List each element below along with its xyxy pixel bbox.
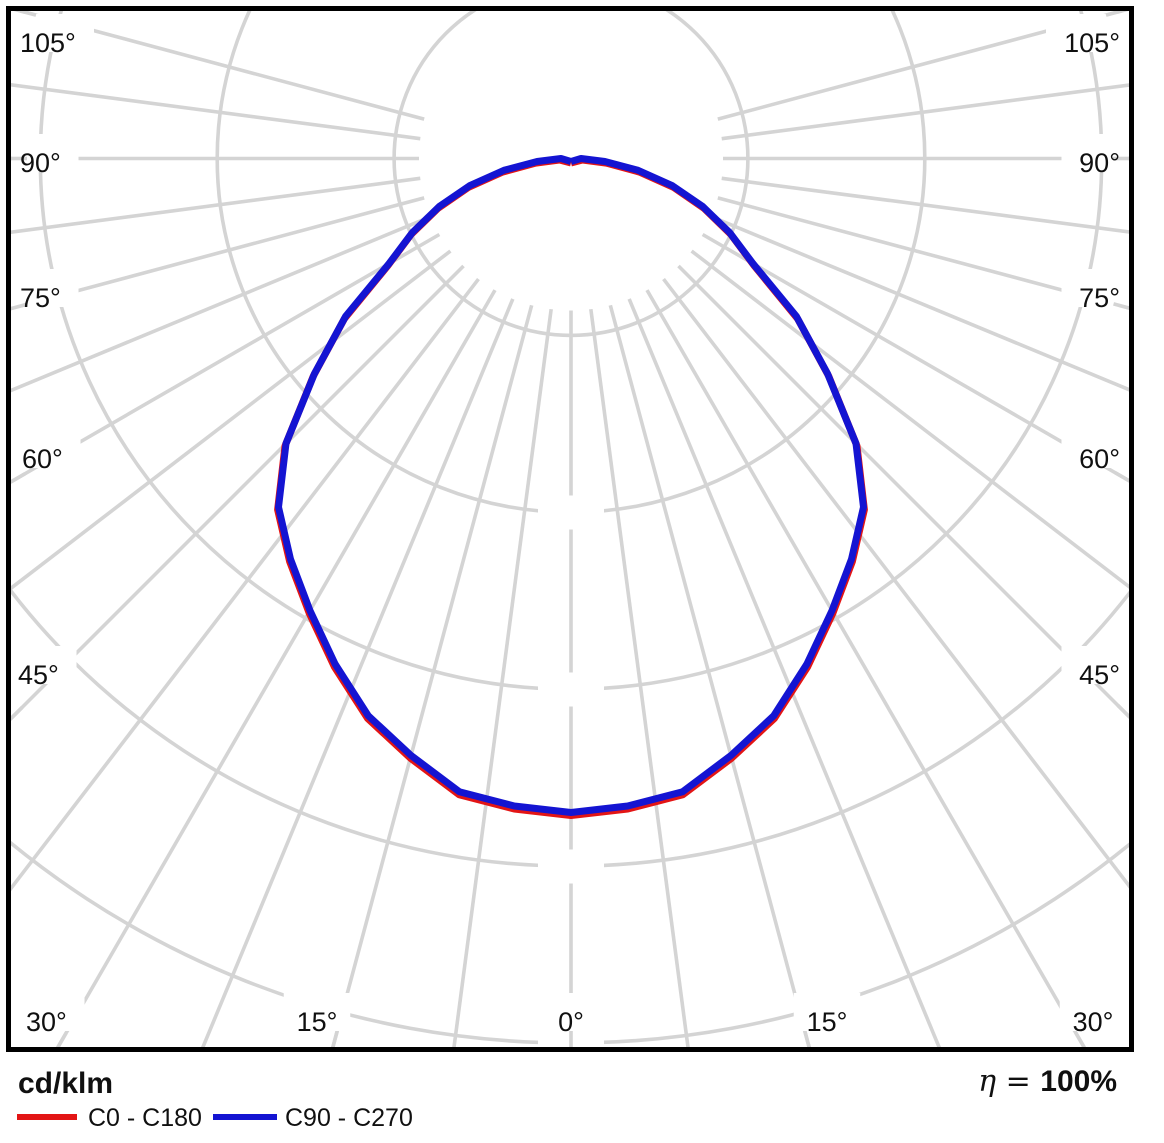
spoke-r97.5 [721, 83, 1129, 141]
gamma-label-left-60: 60° [22, 444, 63, 474]
border-tick-105° [20, 9, 37, 17]
spoke-r30 [645, 289, 1087, 1047]
border-tick-75° [1113, 302, 1130, 310]
spoke-r15 [608, 304, 811, 1047]
spoke-l22.5 [201, 298, 515, 1047]
gamma-label-right-75: 75° [1079, 283, 1120, 313]
label-gap [11, 646, 77, 684]
border-tick-60° [1114, 471, 1130, 483]
spoke-l30 [55, 289, 497, 1047]
spoke-r7.5 [589, 308, 690, 1047]
legend-label-c90-c270: C90 - C270 [285, 1104, 413, 1132]
spoke-l45 [11, 264, 465, 722]
label-gap [1061, 430, 1128, 468]
border-tick-45° [1116, 703, 1131, 718]
label-gap [1061, 134, 1128, 172]
border-tick-45° [9, 705, 24, 720]
legend-label-c0-c180: C0 - C180 [88, 1104, 202, 1132]
spoke-l15 [331, 304, 534, 1047]
border-tick-75° [10, 302, 27, 311]
spoke-r52.5 [690, 249, 1129, 589]
ring-value-gap [538, 849, 604, 884]
gamma-label-right-90: 90° [1079, 148, 1120, 178]
label-gap [283, 993, 351, 1031]
border-tick-15° [331, 1031, 339, 1048]
spoke-l97.5 [11, 82, 421, 141]
label-gap [18, 993, 85, 1031]
units-label: cd/klm [18, 1067, 113, 1100]
gamma-label-left-15: 15° [297, 1007, 338, 1037]
spoke-l75 [11, 196, 425, 311]
label-gap [12, 134, 79, 172]
ring-value-gap [538, 672, 604, 707]
gamma-label-left-30: 30° [26, 1007, 67, 1037]
spoke-r67.5 [710, 215, 1129, 392]
plot-frame [6, 6, 1134, 1052]
spoke-l52.5 [11, 249, 452, 591]
border-tick-30° [1074, 1032, 1086, 1048]
label-gap [1061, 646, 1128, 684]
efficiency-value: 100% [1040, 1065, 1117, 1098]
spoke-l82.5 [11, 176, 421, 235]
gamma-label-0: 0° [558, 1007, 584, 1037]
spoke-l37.5 [11, 277, 480, 892]
spoke-r37.5 [662, 277, 1129, 889]
border-tick-15° [803, 1031, 811, 1048]
spoke-r82.5 [721, 176, 1129, 234]
label-gap [793, 993, 861, 1031]
label-gap [12, 269, 79, 307]
spoke-r45 [677, 264, 1129, 720]
spoke-l67.5 [11, 215, 432, 393]
efficiency-label: η = 100% [978, 1064, 1117, 1099]
gamma-angle-labels: 105° 90° 75° 60° 45° 30° 15° 0° 15° 30° 45° 60° 75° 9… [18, 28, 1120, 1037]
gamma-label-right-45: 45° [1079, 660, 1120, 690]
spoke-l60 [11, 232, 441, 484]
border-tick-30° [56, 1032, 68, 1048]
spoke-r22.5 [627, 298, 941, 1047]
label-gap [1059, 993, 1127, 1031]
spoke-l105 [13, 11, 425, 121]
gamma-label-left-45: 45° [18, 660, 59, 690]
spoke-r75 [717, 196, 1129, 310]
border-tick-60° [10, 472, 26, 484]
curve-C90-C270 [275, 155, 867, 816]
ring-value-gap [538, 495, 604, 530]
label-gap [1061, 269, 1128, 307]
label-gap [12, 14, 94, 52]
eta-symbol: η = [978, 1064, 1040, 1099]
gamma-label-right-15: 15° [807, 1007, 848, 1037]
label-gap [1046, 14, 1128, 52]
gamma-label-right-60: 60° [1079, 444, 1120, 474]
gamma-label-right-30: 30° [1073, 1007, 1114, 1037]
spoke-r105 [717, 11, 1129, 121]
gamma-label-left-105: 105° [20, 28, 76, 58]
spoke-l7.5 [452, 308, 553, 1047]
label-gap [14, 430, 81, 468]
spoke-r60 [701, 232, 1129, 483]
legend: cd/klm C0 - C180 C90 - C270 η = 100% [17, 1064, 1117, 1132]
border-tick-105° [1105, 9, 1122, 17]
label-gap [545, 993, 597, 1031]
gamma-label-right-105: 105° [1064, 28, 1120, 58]
border-ticks [9, 9, 1131, 1048]
intensity-curves [274, 155, 868, 819]
gamma-label-left-75: 75° [20, 283, 61, 313]
gamma-label-left-90: 90° [20, 148, 61, 178]
